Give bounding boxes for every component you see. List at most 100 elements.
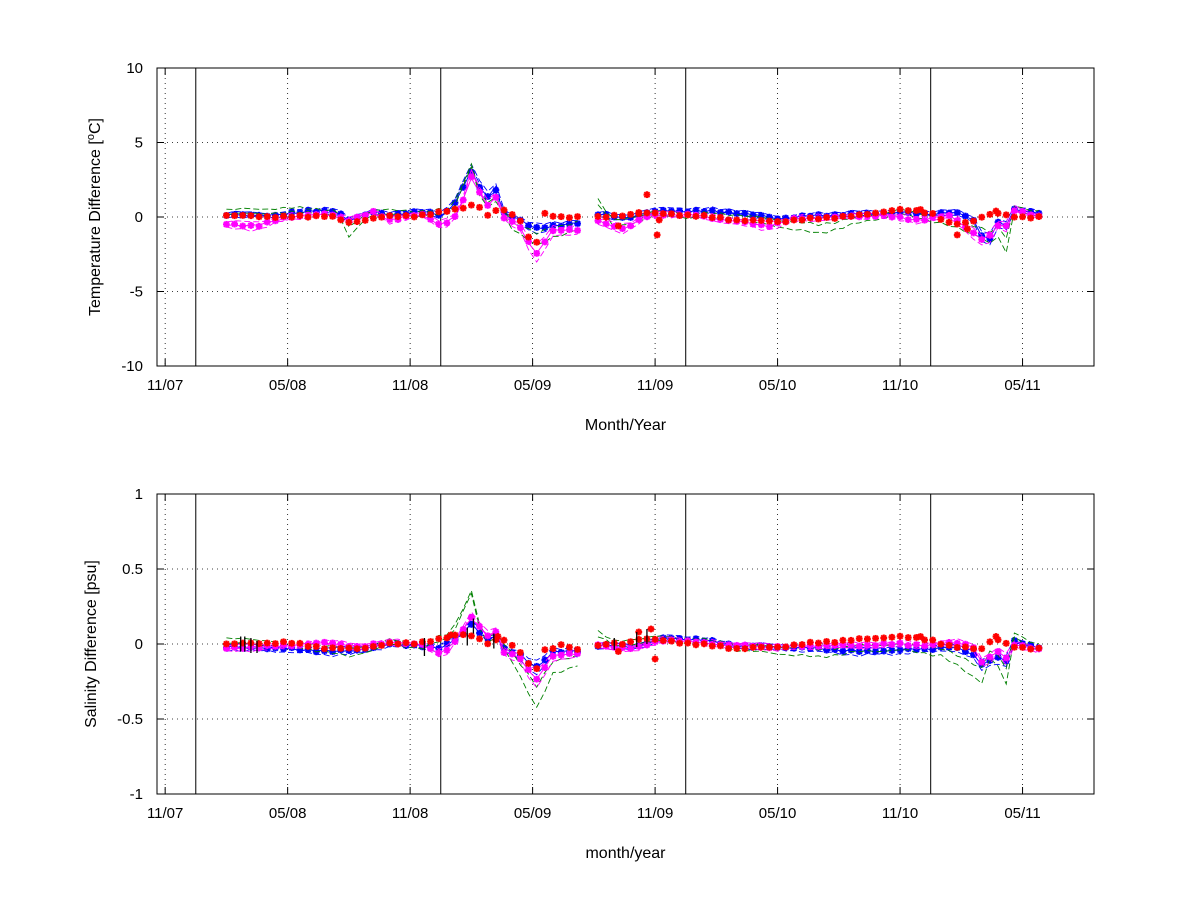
temperature-red-marker	[329, 212, 336, 220]
salinity-red-marker	[855, 635, 863, 643]
temperature-magenta-marker	[467, 173, 475, 181]
salinity-red-marker	[541, 646, 549, 654]
salinity-red-marker	[312, 643, 320, 650]
salinity-red-marker	[986, 638, 994, 646]
temperature-red-marker	[223, 212, 230, 219]
temperature-red-marker	[643, 209, 651, 217]
temperature-red-marker	[961, 219, 969, 226]
salinity-red-marker	[872, 634, 879, 642]
salinity-red-marker	[304, 642, 312, 650]
temperature-red-marker	[659, 210, 667, 218]
salinity-red-marker	[725, 645, 732, 652]
salinity-xtick-label-3: 05/09	[514, 805, 552, 822]
salinity-xtick-label-0: 11/07	[147, 805, 183, 822]
temperature-red-marker	[725, 216, 732, 224]
temperature-red-marker	[839, 212, 847, 220]
salinity-ytick-label-4: 1	[135, 486, 143, 503]
temperature-red-marker	[610, 211, 618, 219]
salinity-red-marker	[790, 641, 798, 649]
salinity-red-marker	[565, 643, 573, 651]
salinity-red-marker	[223, 640, 230, 648]
salinity-red-marker	[447, 631, 455, 639]
temperature-red-marker	[929, 210, 937, 217]
temperature-red-marker	[337, 216, 345, 224]
temperature-magenta-marker	[476, 188, 483, 196]
salinity-red-marker	[668, 637, 675, 645]
temperature-magenta-marker	[533, 249, 541, 257]
temperature-magenta-marker	[565, 226, 573, 234]
salinity-red-marker	[676, 639, 683, 647]
salinity-red-marker	[1010, 643, 1018, 651]
temperature-red-marker	[774, 218, 781, 225]
temperature-red-marker	[823, 214, 830, 221]
temperature-red-marker	[594, 213, 602, 220]
temperature-red-marker	[782, 218, 790, 226]
salinity-magenta-marker	[904, 641, 912, 649]
salinity-magenta-marker	[627, 645, 635, 653]
salinity-red-marker	[500, 636, 508, 644]
salinity-red-marker	[839, 636, 847, 644]
salinity-magenta-marker	[888, 641, 896, 648]
salinity-red-marker	[508, 641, 516, 649]
temperature-blue-marker	[961, 212, 969, 220]
temperature-red-marker	[402, 212, 410, 219]
temperature-red-marker	[643, 191, 651, 199]
temperature-red-marker	[806, 214, 814, 222]
salinity-blue-marker	[839, 647, 847, 655]
temperature-blue-marker	[533, 224, 541, 231]
temperature-red-marker	[945, 218, 953, 226]
salinity-magenta-marker	[476, 623, 483, 630]
temperature-magenta-marker	[912, 215, 920, 223]
temperature-red-marker	[533, 238, 541, 246]
temperature-red-marker	[565, 214, 573, 222]
temperature-green-lower-envelope-1	[597, 204, 1040, 254]
temperature-magenta-marker	[516, 224, 524, 232]
salinity-red-marker	[1035, 644, 1043, 652]
temperature-blue-marker	[492, 186, 500, 194]
salinity-red-marker	[774, 643, 781, 651]
temperature-xtick-label-4: 11/09	[637, 377, 673, 394]
temperature-red-marker	[296, 212, 304, 219]
salinity-red-marker	[402, 639, 410, 647]
salinity-red-marker	[345, 644, 353, 652]
salinity-red-marker	[749, 643, 757, 651]
temperature-red-marker	[541, 209, 549, 217]
temperature-red-marker	[304, 213, 312, 221]
temperature-magenta-marker	[492, 193, 500, 201]
salinity-magenta-marker	[443, 646, 451, 654]
temperature-red-marker	[427, 211, 434, 218]
salinity-red-marker	[708, 642, 716, 650]
temperature-magenta-marker	[549, 227, 557, 235]
temperature-red-marker	[484, 211, 492, 219]
salinity-blue-lower-envelope-0	[226, 623, 578, 676]
temperature-red-marker	[361, 216, 369, 224]
temperature-ytick-label-2: 0	[135, 209, 143, 226]
salinity-red-marker	[288, 639, 296, 647]
salinity-red-marker	[888, 633, 896, 641]
temperature-red-marker	[992, 207, 1000, 215]
salinity-red-marker	[337, 644, 345, 652]
temperature-red-marker	[684, 211, 692, 219]
salinity-magenta-marker	[484, 632, 492, 640]
temperature-magenta-marker	[994, 222, 1002, 229]
salinity-red-marker	[369, 643, 377, 650]
salinity-magenta-marker	[557, 651, 565, 659]
temperature-red-marker	[766, 217, 773, 225]
temperature-blue-marker	[541, 224, 549, 232]
salinity-red-marker	[904, 634, 912, 641]
salinity-red-marker	[831, 639, 839, 646]
temperature-red-marker	[394, 213, 402, 221]
temperature-red-marker	[1027, 214, 1035, 222]
salinity-red-marker	[459, 631, 467, 639]
temperature-magenta-marker	[627, 222, 635, 230]
salinity-red-marker	[953, 644, 961, 651]
temperature-red-marker	[1035, 213, 1043, 220]
temperature-magenta-marker	[945, 211, 953, 219]
salinity-magenta-marker	[435, 649, 443, 657]
temperature-red-marker	[353, 218, 361, 226]
salinity-red-marker	[806, 638, 814, 646]
temperature-ticks: 11/07 05/08 11/08 05/09 11/09 05/10 11/10 05/11…	[121, 60, 1094, 394]
temperature-series-red	[223, 191, 1043, 246]
temperature-red-marker	[602, 213, 610, 221]
